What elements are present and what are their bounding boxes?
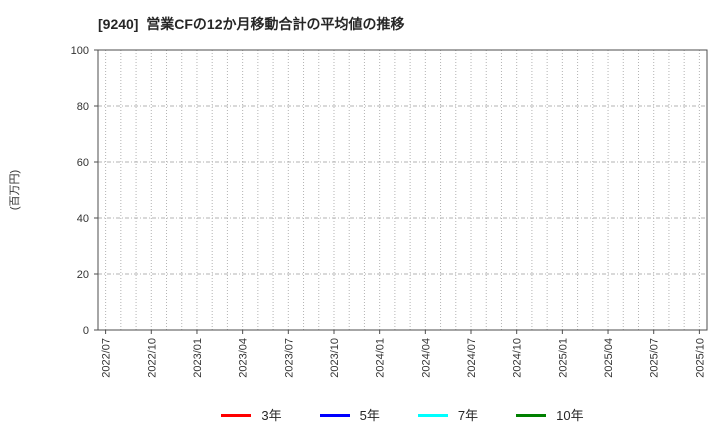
legend-label: 5年 bbox=[359, 407, 380, 423]
legend: 3年 5年 7年 10年 bbox=[98, 402, 707, 428]
y-tick-label: 0 bbox=[83, 325, 89, 337]
y-tick-label: 40 bbox=[77, 213, 89, 225]
x-tick-label: 2024/07 bbox=[466, 338, 478, 378]
legend-label: 7年 bbox=[457, 407, 479, 423]
x-tick-label: 2023/10 bbox=[329, 338, 341, 378]
x-tick-label: 2025/01 bbox=[557, 338, 569, 378]
x-tick-label: 2024/10 bbox=[512, 338, 524, 378]
y-tick-label: 60 bbox=[77, 157, 89, 169]
x-axis-ticks: 2022/07 2022/10 2023/01 2023/04 2023/07 2023/… bbox=[101, 330, 706, 378]
y-tick-label: 100 bbox=[71, 45, 89, 57]
plot-border bbox=[97, 49, 708, 331]
legend-item-3: 7年 bbox=[417, 407, 479, 423]
legend-label: 3年 bbox=[261, 407, 282, 423]
legend-label: 10年 bbox=[556, 407, 584, 423]
y-axis-label: (百万円) bbox=[9, 170, 21, 210]
x-tick-label: 2023/04 bbox=[238, 338, 250, 378]
legend-line-swatch bbox=[516, 413, 547, 417]
x-tick-label: 2025/04 bbox=[603, 338, 615, 378]
x-tick-label: 2025/07 bbox=[649, 338, 661, 378]
x-tick-label: 2023/01 bbox=[192, 338, 204, 378]
x-tick-label: 2023/07 bbox=[283, 338, 295, 378]
x-tick-label: 2022/07 bbox=[101, 338, 113, 378]
y-tick-label: 20 bbox=[77, 269, 89, 281]
x-tick-label: 2025/10 bbox=[694, 338, 706, 378]
legend-line-swatch bbox=[417, 413, 448, 417]
y-tick-label: 80 bbox=[77, 101, 89, 113]
y-gridlines bbox=[98, 105, 707, 275]
plot-area: 0 20 40 60 80 100 2022/07 2022/10 2023/01 2023/04… bbox=[71, 45, 708, 378]
legend-item-2: 5年 bbox=[319, 407, 380, 423]
legend-item-1: 3年 bbox=[221, 407, 282, 423]
x-tick-label: 2024/04 bbox=[420, 338, 432, 378]
x-tick-label: 2024/01 bbox=[375, 338, 387, 378]
x-gridlines bbox=[105, 50, 700, 330]
legend-line-swatch bbox=[319, 413, 350, 417]
x-tick-label: 2022/10 bbox=[146, 338, 158, 378]
legend-item-4: 10年 bbox=[516, 407, 584, 423]
y-axis-ticks: 0 20 40 60 80 100 bbox=[71, 45, 98, 337]
chart-title: [9240] 営業CFの12か月移動合計の平均値の推移 bbox=[98, 16, 405, 32]
legend-line-swatch bbox=[221, 413, 252, 417]
